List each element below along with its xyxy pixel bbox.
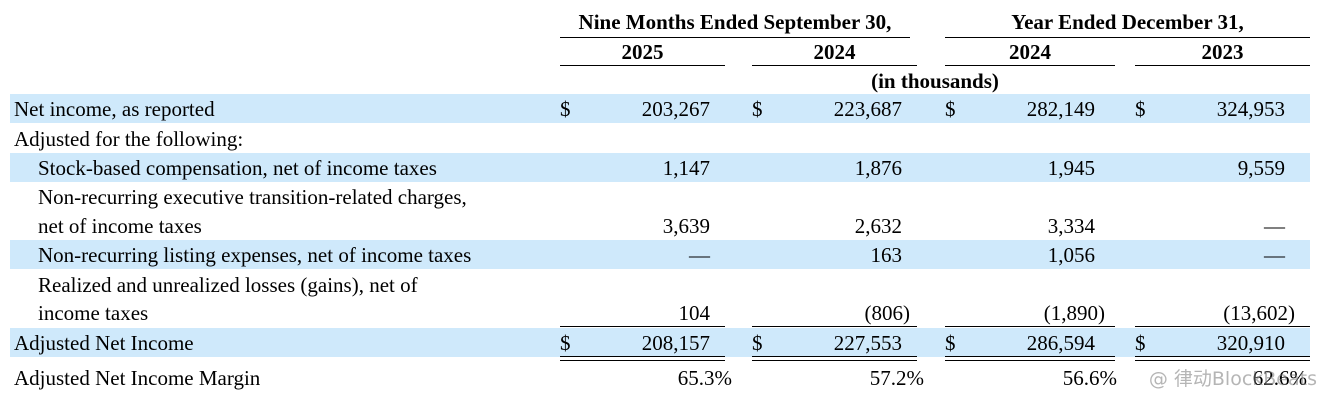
watermark-text: @ 律动BlockBeats [1148, 368, 1317, 390]
total-double-rule-col2 [752, 356, 917, 361]
value-net-income-col1: 203,267 [641, 97, 710, 121]
value-losses-col2: (806) [864, 301, 911, 325]
header-group-nine-months: Nine Months Ended September 30, [578, 10, 892, 34]
value-sbc-col1: 1,147 [662, 156, 710, 180]
label-exec-transition-line1: Non-recurring executive transition-relat… [38, 185, 467, 209]
value-losses-col4: (13,602) [1223, 301, 1295, 325]
label-adjusted-net-income: Adjusted Net Income [14, 331, 194, 355]
label-net-income: Net income, as reported [14, 97, 215, 121]
label-listing: Non-recurring listing expenses, net of i… [38, 243, 472, 267]
value-net-income-col3: 282,149 [1026, 97, 1095, 121]
value-margin-col2: 57.2% [869, 366, 924, 390]
label-losses-line2: income taxes [38, 301, 149, 325]
subtotal-rule-col3 [945, 326, 1115, 327]
value-losses-col3: (1,890) [1043, 301, 1105, 325]
header-rule-col3 [945, 65, 1115, 66]
dollar-sign: $ [752, 331, 763, 355]
dollar-sign: $ [560, 97, 571, 121]
label-losses-line1: Realized and unrealized losses (gains), … [38, 273, 418, 297]
dollar-sign: $ [945, 331, 956, 355]
value-sbc-col4: 9,559 [1237, 156, 1285, 180]
row-band-adjusted-net-income [10, 328, 1310, 357]
value-margin-col4: 62.6% [1252, 366, 1307, 390]
header-rule-col1 [560, 65, 725, 66]
dollar-sign: $ [945, 97, 956, 121]
total-double-rule-col3 [945, 356, 1115, 361]
label-exec-transition-line2: net of income taxes [38, 214, 202, 238]
value-margin-col3: 56.6% [1062, 366, 1117, 390]
value-listing-col2: 163 [870, 243, 903, 267]
value-listing-col1: — [689, 243, 710, 267]
header-col-2023-year: 2023 [1201, 40, 1244, 64]
dollar-sign: $ [752, 97, 763, 121]
subtotal-rule-col1 [560, 326, 725, 327]
value-adj-col2: 227,553 [833, 331, 902, 355]
value-adj-col4: 320,910 [1216, 331, 1285, 355]
value-listing-col3: 1,056 [1047, 243, 1095, 267]
row-band-listing [10, 240, 1310, 269]
dollar-sign: $ [1135, 331, 1146, 355]
row-band-sbc [10, 153, 1310, 182]
header-rule-col2 [752, 65, 917, 66]
value-sbc-col3: 1,945 [1047, 156, 1095, 180]
value-adj-col3: 286,594 [1026, 331, 1095, 355]
value-net-income-col2: 223,687 [833, 97, 902, 121]
label-margin: Adjusted Net Income Margin [14, 366, 261, 390]
value-sbc-col2: 1,876 [854, 156, 902, 180]
header-rule-year-ended [945, 37, 1310, 38]
value-margin-col1: 65.3% [677, 366, 732, 390]
subtotal-rule-col2 [752, 326, 917, 327]
value-exec-col2: 2,632 [854, 214, 902, 238]
value-exec-col3: 3,334 [1047, 214, 1095, 238]
header-rule-col4 [1135, 65, 1310, 66]
header-col-2024-nine: 2024 [813, 40, 856, 64]
dollar-sign: $ [1135, 97, 1146, 121]
header-group-year-ended: Year Ended December 31, [1011, 10, 1244, 34]
value-listing-col4: — [1264, 243, 1285, 267]
value-losses-col1: 104 [678, 301, 711, 325]
value-exec-col4: — [1264, 214, 1285, 238]
subtotal-rule-col4 [1135, 326, 1310, 327]
row-band-net-income [10, 94, 1310, 123]
total-double-rule-col1 [560, 356, 725, 361]
value-exec-col1: 3,639 [662, 214, 710, 238]
label-sbc: Stock-based compensation, net of income … [38, 156, 437, 180]
label-adjusted-for: Adjusted for the following: [14, 127, 244, 151]
total-double-rule-col4 [1135, 356, 1310, 361]
header-col-2024-year: 2024 [1009, 40, 1051, 64]
header-col-2025-nine: 2025 [621, 40, 664, 64]
value-net-income-col4: 324,953 [1216, 97, 1285, 121]
header-units: (in thousands) [871, 69, 999, 93]
header-rule-nine-months [560, 37, 910, 38]
value-adj-col1: 208,157 [641, 331, 710, 355]
dollar-sign: $ [560, 331, 571, 355]
